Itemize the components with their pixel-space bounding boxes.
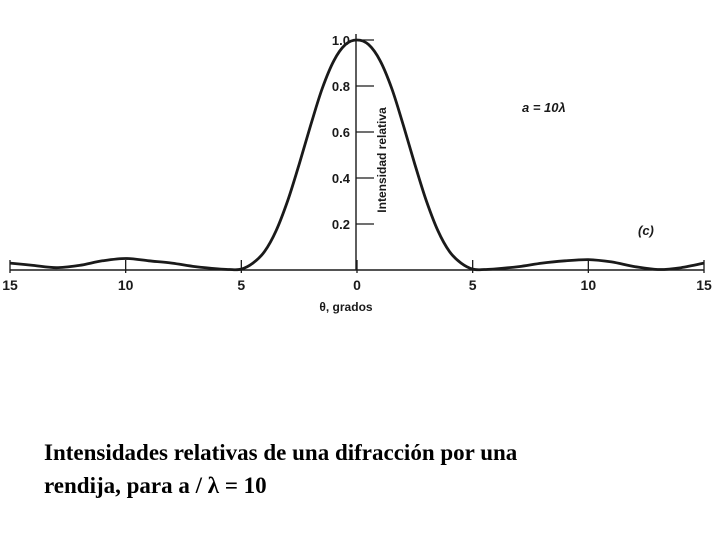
caption-line-2: rendija, para a / λ = 10 — [44, 473, 267, 498]
x-axis-title: θ, grados — [319, 300, 372, 314]
x-tick-label: 5 — [469, 277, 477, 293]
y-tick-label: 1.0 — [332, 33, 350, 48]
intensity-curve-group — [9, 38, 705, 272]
x-tick-label: 10 — [118, 277, 134, 293]
y-tick-label: 0.2 — [332, 217, 350, 232]
y-axis-ticks: 0.2 0.4 0.6 0.8 1.0 — [332, 33, 374, 232]
x-axis-ticks: 15 10 5 0 5 10 15 — [2, 260, 712, 293]
x-tick-label: 10 — [581, 277, 597, 293]
caption-line-1: Intensidades relativas de una difracción… — [44, 440, 518, 465]
x-tick-label: 5 — [237, 277, 245, 293]
y-axis-title: Intensidad relativa — [375, 107, 389, 213]
y-tick-label: 0.8 — [332, 79, 350, 94]
x-tick-label: 15 — [696, 277, 712, 293]
panel-label: (c) — [638, 223, 654, 238]
chart-axes — [10, 34, 704, 271]
y-tick-label: 0.6 — [332, 125, 350, 140]
diffraction-chart: 15 10 5 0 5 10 15 0.2 0.4 0.6 0.8 1.0 Intensidad r… — [2, 33, 712, 314]
x-tick-label: 15 — [2, 277, 18, 293]
figure-caption: Intensidades relativas de una difracción… — [44, 436, 684, 502]
y-tick-label: 0.4 — [332, 171, 351, 186]
intensity-curve — [9, 38, 705, 272]
parameter-annotation: a = 10λ — [522, 100, 566, 115]
x-tick-label: 0 — [353, 277, 361, 293]
